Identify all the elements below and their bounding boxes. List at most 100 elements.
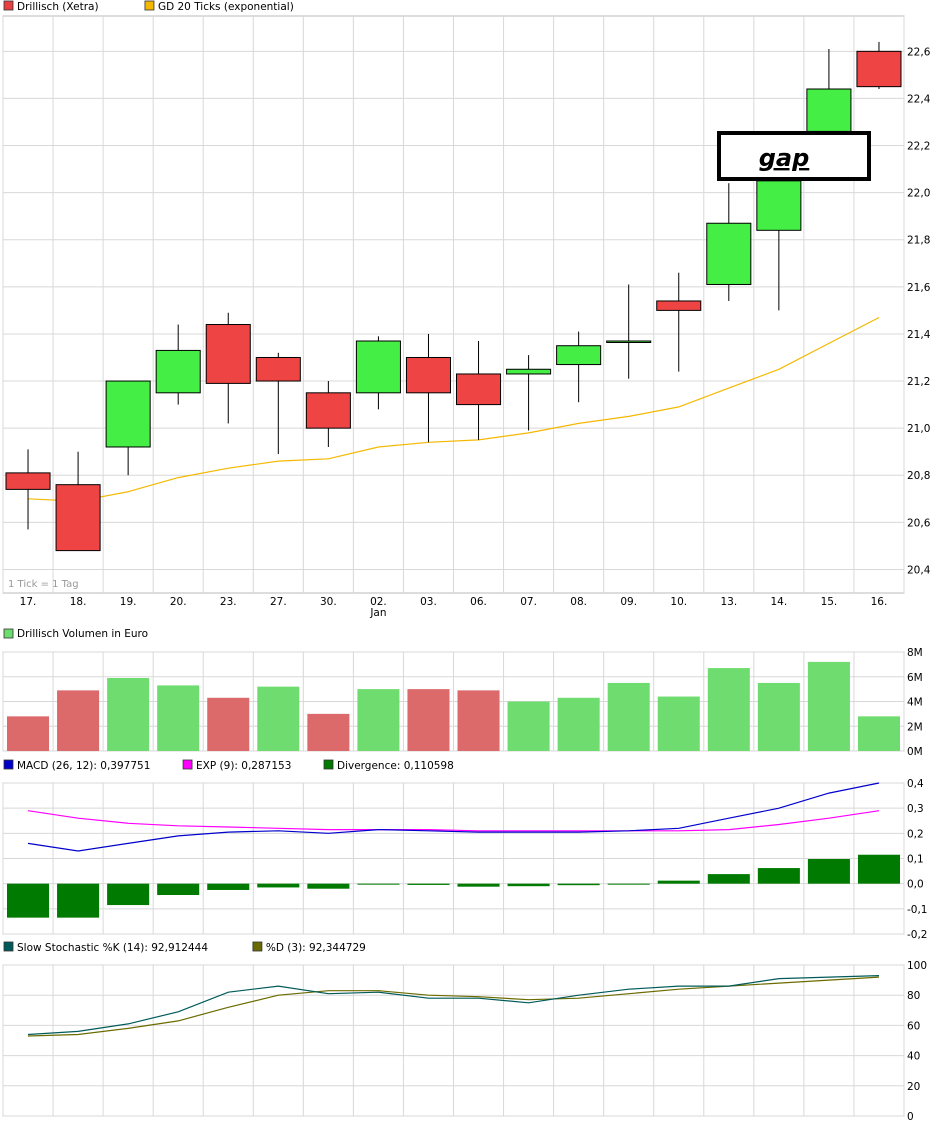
- price-ytick-label: 21,4: [907, 329, 931, 341]
- candle-body: [155, 349, 201, 394]
- candle-body: [856, 50, 902, 88]
- divergence-bar: [607, 883, 650, 885]
- x-axis-label: 08.: [570, 596, 587, 608]
- divergence-bar: [307, 883, 350, 889]
- stochastic-k-line: [27, 975, 880, 1036]
- divergence-bar: [257, 883, 300, 888]
- volume-bar: [857, 716, 900, 751]
- volume-ytick-label: 0M: [907, 746, 923, 758]
- volume-bar: [7, 716, 50, 751]
- legend-entry: Divergence: 0,110598: [337, 760, 454, 772]
- candle-body: [806, 88, 852, 132]
- x-axis-label: 18.: [70, 596, 87, 608]
- price-ytick-label: 22,0: [907, 188, 930, 200]
- volume-bar: [357, 689, 400, 751]
- legend-entry: Slow Stochastic %K (14): 92,912444: [17, 942, 208, 954]
- price-ytick-label: 21,2: [907, 376, 930, 388]
- macd-ytick-label: 0,4: [907, 778, 924, 790]
- volume-ytick-label: 8M: [907, 647, 923, 659]
- x-axis-label: 15.: [821, 596, 838, 608]
- x-axis-label: 02.: [370, 596, 387, 608]
- macd-line: [27, 782, 880, 852]
- macd-ytick-label: 0,1: [907, 854, 924, 866]
- candle-body: [355, 340, 401, 394]
- tick-note: 1 Tick = 1 Tag: [8, 579, 79, 590]
- x-axis-label: 10.: [670, 596, 687, 608]
- volume-bar: [807, 661, 850, 751]
- divergence-bar: [807, 859, 850, 884]
- price-ytick-label: 20,6: [907, 517, 931, 529]
- candle-body: [305, 392, 351, 429]
- legend-entry: GD 20 Ticks (exponential): [158, 1, 294, 13]
- legend-swatch: [144, 0, 155, 11]
- divergence-bar: [57, 883, 100, 918]
- volume-bar: [157, 685, 200, 751]
- divergence-bar: [157, 883, 200, 895]
- candle-body: [255, 356, 301, 382]
- x-axis-label: 27.: [270, 596, 287, 608]
- x-axis-label: 16.: [871, 596, 888, 608]
- volume-bar: [757, 682, 800, 751]
- volume-bar: [607, 682, 650, 751]
- candle-body: [756, 180, 802, 231]
- macd-signal-line: [27, 810, 880, 832]
- x-axis-label: 03.: [420, 596, 437, 608]
- divergence-bar: [757, 868, 800, 884]
- stochastic-ytick-label: 100: [907, 960, 927, 972]
- legend-swatch: [3, 628, 14, 639]
- divergence-bar: [357, 883, 400, 885]
- candle-body: [556, 345, 602, 366]
- volume-bar: [57, 690, 100, 751]
- candle-body: [405, 356, 451, 394]
- divergence-bar: [457, 883, 500, 887]
- candle-body: [55, 484, 101, 552]
- volume-bar: [257, 686, 300, 751]
- price-ytick-label: 21,8: [907, 235, 930, 247]
- stochastic-ytick-label: 40: [907, 1051, 920, 1063]
- divergence-bar: [407, 883, 450, 885]
- macd-ytick-label: 0,3: [907, 803, 924, 815]
- legend-entry: Drillisch (Xetra): [17, 1, 99, 13]
- stochastic-ytick-label: 20: [907, 1081, 920, 1093]
- ema-line: [27, 316, 880, 502]
- x-axis-label: 07.: [520, 596, 537, 608]
- legend-entry: %D (3): 92,344729: [266, 942, 366, 954]
- macd-ytick-label: -0,1: [907, 904, 928, 916]
- x-axis-label: 19.: [120, 596, 137, 608]
- legend-entry: EXP (9): 0,287153: [196, 760, 291, 772]
- price-ytick-label: 22,4: [907, 93, 931, 105]
- volume-bar: [457, 690, 500, 751]
- divergence-bar: [107, 883, 150, 906]
- divergence-bar: [707, 874, 750, 884]
- divergence-bar: [507, 883, 550, 887]
- volume-bar: [307, 713, 350, 751]
- stochastic-d-line: [27, 976, 880, 1037]
- x-axis-label: 06.: [470, 596, 487, 608]
- stochastic-ytick-label: 0: [907, 1111, 914, 1123]
- volume-ytick-label: 4M: [907, 697, 923, 709]
- x-axis-label: 09.: [620, 596, 637, 608]
- volume-bar: [707, 668, 750, 751]
- stochastic-ytick-label: 60: [907, 1020, 920, 1032]
- volume-bar: [557, 697, 600, 751]
- macd-ytick-label: 0,2: [907, 828, 924, 840]
- divergence-bar: [207, 883, 250, 890]
- volume-bar: [657, 696, 700, 751]
- volume-ytick-label: 2M: [907, 721, 923, 733]
- volume-bar: [407, 689, 450, 751]
- divergence-bar: [557, 883, 600, 886]
- divergence-bar: [657, 880, 700, 884]
- stochastic-ytick-label: 80: [907, 990, 920, 1002]
- gap-annotation-box: [717, 131, 871, 181]
- x-axis-label: 20.: [170, 596, 187, 608]
- candle-body: [656, 300, 702, 311]
- divergence-bar: [857, 854, 900, 884]
- legend-swatch: [323, 759, 334, 770]
- x-axis-month-label: Jan: [369, 607, 386, 619]
- legend-entry: Drillisch Volumen in Euro: [17, 628, 148, 640]
- candle-body: [205, 324, 251, 384]
- candle-body: [506, 368, 552, 375]
- candle-body: [706, 222, 752, 285]
